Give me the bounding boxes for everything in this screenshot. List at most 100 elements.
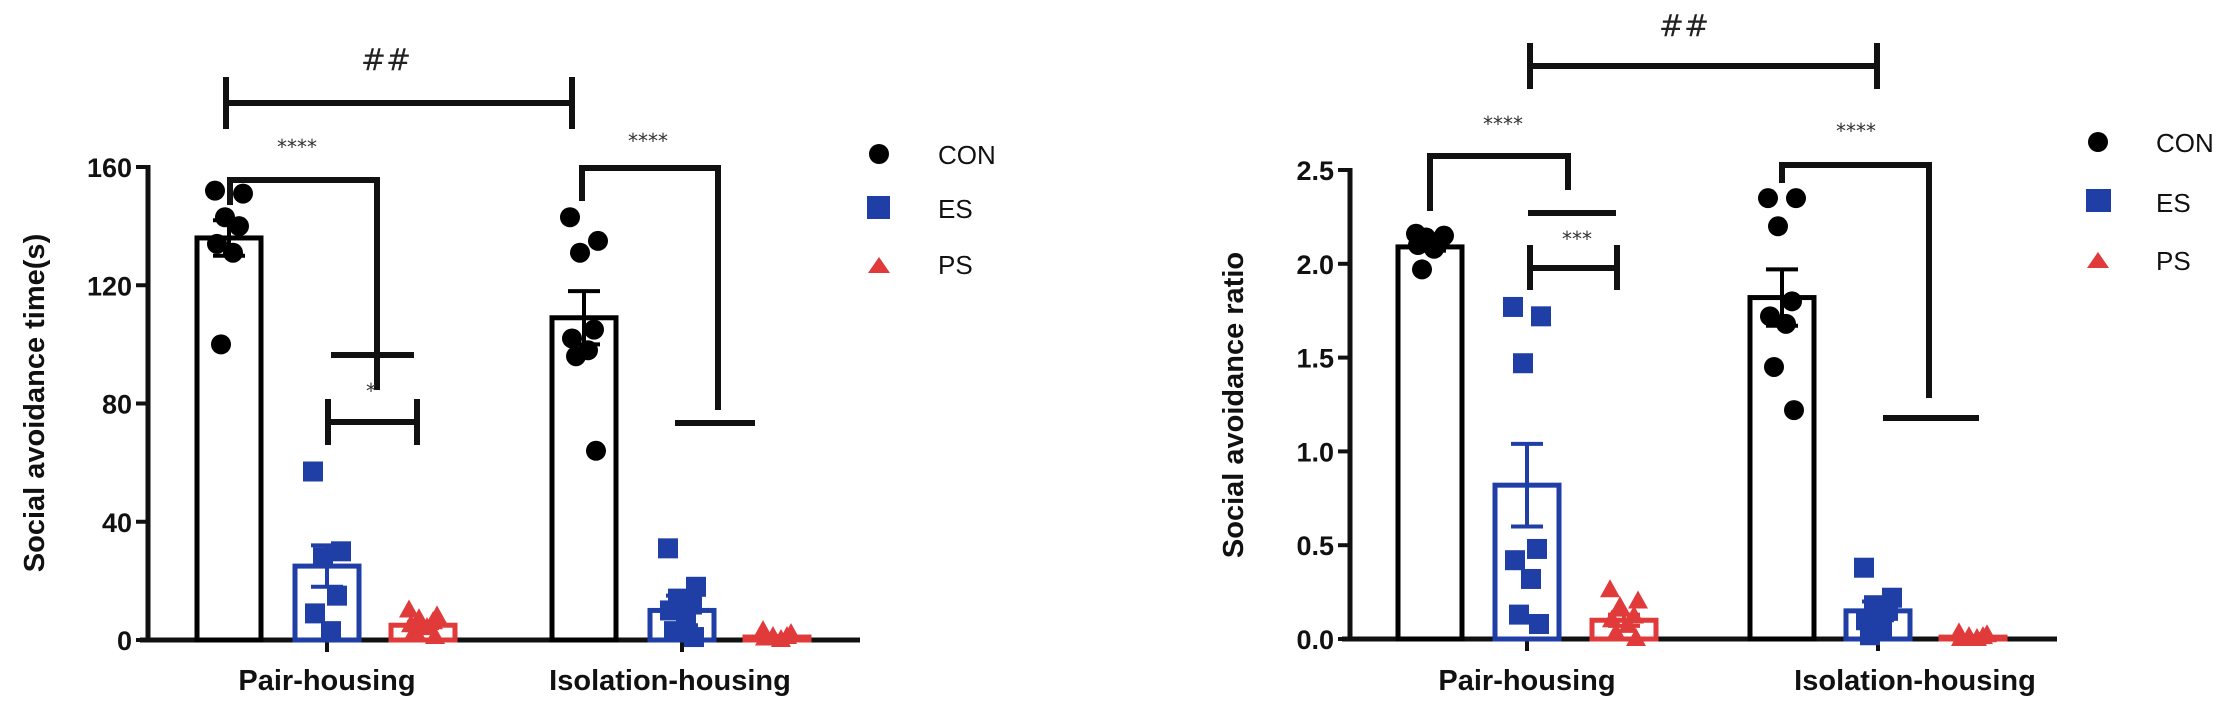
data-point-es bbox=[321, 621, 341, 642]
data-point-ps bbox=[771, 629, 791, 647]
data-point-ps bbox=[1602, 609, 1622, 628]
data-point-ps bbox=[417, 617, 437, 636]
data-point-con bbox=[211, 334, 231, 355]
x-category-label: Pair-housing bbox=[238, 665, 415, 697]
hash-annotation: ## bbox=[361, 43, 411, 78]
data-point-es bbox=[327, 585, 347, 606]
data-point-ps bbox=[1618, 614, 1638, 633]
legend-label: CON bbox=[938, 140, 996, 170]
data-point-con bbox=[1776, 313, 1796, 334]
data-point-ps bbox=[425, 626, 445, 645]
sig-bracket-pair-con bbox=[1427, 153, 1571, 211]
sig-bracket-pair-es-ps bbox=[325, 399, 420, 445]
circle-marker-icon bbox=[869, 144, 889, 164]
data-point-es bbox=[305, 603, 325, 624]
significance-stars: **** bbox=[1836, 119, 1876, 143]
y-tick-label: 0.5 bbox=[1296, 531, 1334, 561]
data-point-es bbox=[1531, 306, 1551, 327]
hash-bracket bbox=[1527, 43, 1880, 89]
chart-social-avoidance-time: Social avoidance time(s) 0 40 80 120 160 Pai… bbox=[19, 43, 996, 697]
data-point-con bbox=[1782, 291, 1802, 312]
data-point-con bbox=[1408, 235, 1428, 256]
legend-item-con: CON bbox=[869, 140, 996, 170]
data-point-es bbox=[1856, 610, 1876, 631]
data-point-con bbox=[207, 233, 227, 254]
data-points bbox=[205, 180, 801, 648]
data-point-ps bbox=[405, 620, 425, 639]
data-point-ps bbox=[1610, 596, 1630, 615]
data-point-con bbox=[1786, 188, 1806, 209]
hash-bracket bbox=[223, 77, 575, 129]
triangle-marker-icon bbox=[868, 257, 890, 273]
data-point-es bbox=[686, 576, 706, 597]
y-tick-label: 2.0 bbox=[1296, 250, 1334, 280]
significance-annotations bbox=[1427, 43, 1979, 421]
data-point-es bbox=[1521, 568, 1541, 589]
data-point-es bbox=[682, 594, 702, 615]
hash-annotation: ## bbox=[1659, 9, 1709, 44]
legend-item-es: ES bbox=[2086, 188, 2191, 218]
significance-annotations bbox=[223, 77, 755, 445]
data-point-con bbox=[586, 440, 606, 461]
bar-con bbox=[194, 235, 264, 643]
chart-social-avoidance-ratio: Social avoidance ratio 0.0 0.5 1.0 1.5 2.0 2.… bbox=[1218, 9, 2214, 697]
data-point-es bbox=[1860, 625, 1880, 646]
data-point-ps bbox=[1628, 590, 1648, 609]
legend-label: CON bbox=[2156, 128, 2214, 158]
data-point-con bbox=[205, 180, 225, 201]
data-point-es bbox=[303, 461, 323, 482]
legend-label: ES bbox=[2156, 188, 2191, 218]
x-category-label: Isolation-housing bbox=[549, 665, 791, 697]
y-tick-label: 80 bbox=[102, 390, 132, 420]
y-axis-title: Social avoidance ratio bbox=[1218, 252, 1250, 558]
data-point-con bbox=[562, 328, 582, 349]
data-point-es bbox=[1513, 353, 1533, 374]
legend: CON ES PS bbox=[867, 140, 996, 280]
legend-item-ps: PS bbox=[868, 250, 973, 280]
data-point-con bbox=[1784, 400, 1804, 421]
legend-item-con: CON bbox=[2088, 128, 2214, 158]
significance-stars: **** bbox=[1483, 112, 1523, 136]
y-tick-label: 0 bbox=[117, 626, 132, 656]
y-axis-title: Social avoidance time(s) bbox=[19, 234, 51, 572]
data-point-es bbox=[1529, 613, 1549, 634]
data-point-ps bbox=[1600, 579, 1620, 598]
y-tick-label: 2.5 bbox=[1296, 156, 1334, 186]
data-point-es bbox=[1854, 557, 1874, 578]
data-point-ps bbox=[1967, 628, 1987, 646]
data-point-es bbox=[660, 600, 680, 621]
data-point-es bbox=[1878, 600, 1898, 621]
sig-bracket-pair-con bbox=[227, 177, 380, 390]
legend-label: ES bbox=[938, 194, 973, 224]
data-point-es bbox=[331, 541, 351, 562]
data-point-con bbox=[566, 346, 586, 367]
significance-stars: **** bbox=[628, 129, 668, 153]
data-point-es bbox=[1509, 604, 1529, 625]
data-point-es bbox=[1527, 538, 1547, 559]
y-tick-label: 160 bbox=[87, 153, 132, 183]
data-point-ps bbox=[1626, 628, 1646, 646]
data-point-con bbox=[588, 230, 608, 251]
data-point-con bbox=[229, 216, 249, 237]
data-point-es bbox=[658, 538, 678, 559]
data-point-es bbox=[1503, 296, 1523, 317]
legend-label: PS bbox=[938, 250, 973, 280]
data-point-ps bbox=[1951, 628, 1971, 646]
data-point-con bbox=[1412, 259, 1432, 280]
square-marker-icon bbox=[867, 196, 890, 219]
data-point-con bbox=[223, 242, 243, 263]
data-point-es bbox=[1505, 550, 1525, 571]
legend: CON ES PS bbox=[2086, 128, 2214, 276]
sig-bracket-pair-es-ps bbox=[1527, 245, 1620, 290]
circle-marker-icon bbox=[2088, 132, 2108, 152]
bars bbox=[1395, 241, 2008, 642]
data-point-con bbox=[1758, 188, 1778, 209]
data-point-es bbox=[684, 627, 704, 648]
data-point-ps bbox=[399, 599, 419, 618]
data-point-es bbox=[664, 621, 684, 642]
legend-item-es: ES bbox=[867, 194, 973, 224]
sig-bracket-iso-con bbox=[1779, 162, 1932, 398]
data-point-con bbox=[1424, 238, 1444, 259]
sig-bracket-iso-con bbox=[579, 165, 721, 410]
data-point-con bbox=[233, 183, 253, 204]
